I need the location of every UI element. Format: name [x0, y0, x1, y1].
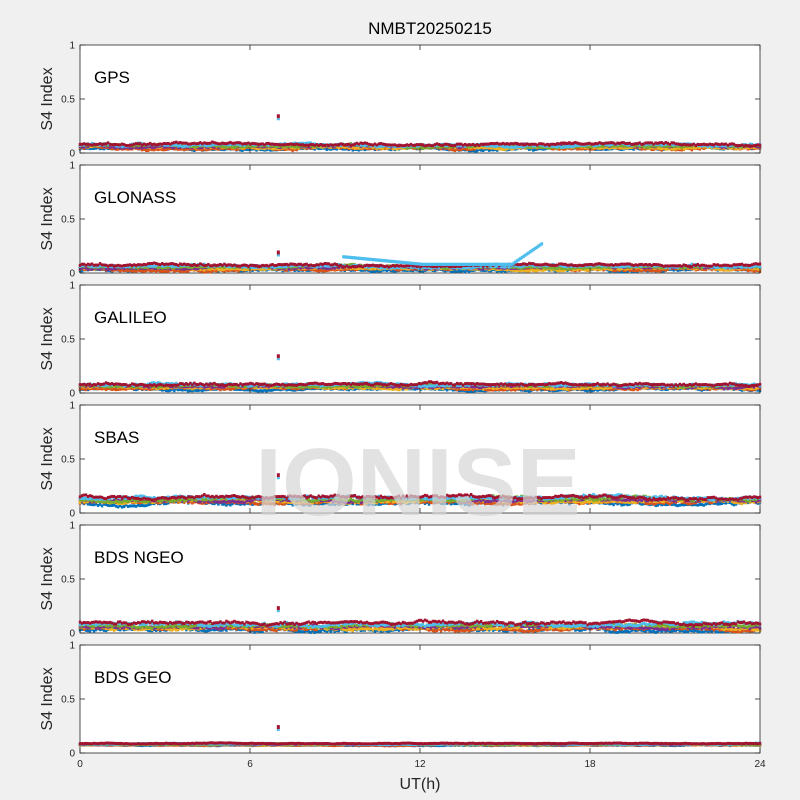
data-point: [541, 242, 544, 245]
figure-title: NMBT20250215: [368, 19, 492, 38]
outlier-point: [277, 114, 280, 118]
y-tick-label: 1: [69, 161, 75, 172]
outlier-point: [277, 254, 280, 256]
y-tick-label: 0.5: [61, 215, 75, 226]
panel-gps: 0 0.5 1 S4 Index GPS: [39, 41, 761, 160]
data-point: [759, 144, 761, 147]
plot-area: [80, 45, 760, 153]
outlier-point: [277, 250, 280, 254]
panel-galileo: 00.51S4 Index GALILEO: [39, 281, 761, 400]
panel-glonass: 0 0.5 1 S4 Index GLONASS: [39, 161, 761, 280]
panel-label: GPS: [94, 68, 130, 87]
plot-area: [80, 165, 760, 273]
outlier-point: [277, 118, 280, 120]
y-tick-label: 0: [69, 149, 75, 160]
y-axis-label: S4 Index: [39, 67, 56, 130]
y-axis-label: S4 Index: [39, 187, 56, 250]
plot-area: [80, 285, 760, 393]
data-point: [759, 262, 761, 265]
panels-group: 0 0.5 1 S4 Index GPS 0 0.5 1 S4 Index GLONASS 00.5…: [39, 41, 766, 771]
y-tick-label: 0.5: [61, 95, 75, 106]
y-tick-label: 1: [69, 41, 75, 52]
y-tick-label: 0: [69, 269, 75, 280]
panel-label: GLONASS: [94, 188, 176, 207]
